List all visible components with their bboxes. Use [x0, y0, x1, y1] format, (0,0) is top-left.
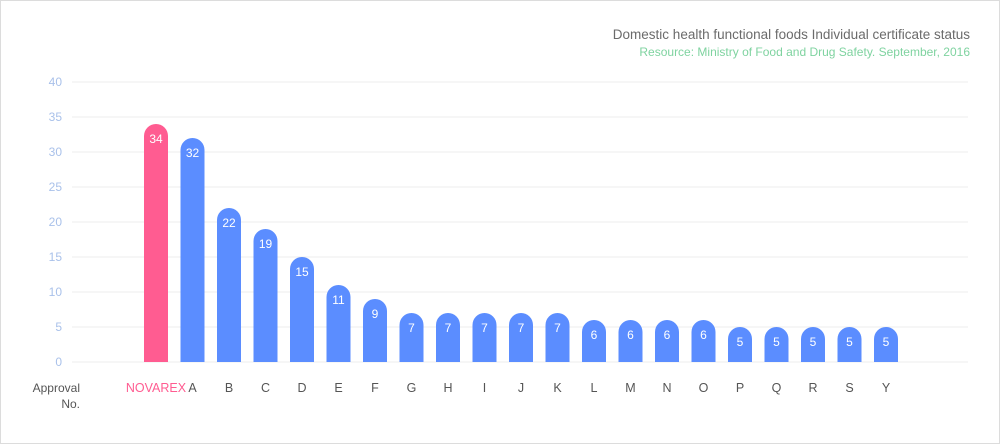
bar-q — [764, 327, 789, 362]
y-tick-label: 30 — [49, 145, 63, 159]
y-tick-label: 20 — [49, 215, 63, 229]
y-tick-label: 35 — [49, 110, 63, 124]
value-label: 6 — [700, 328, 707, 342]
value-label: 5 — [883, 335, 890, 349]
bar-a — [180, 138, 205, 362]
category-label: K — [553, 381, 562, 395]
bar-b — [217, 208, 241, 362]
y-axis-ticks: 0 5 10 15 20 25 30 35 40 — [49, 75, 63, 369]
value-label: 7 — [445, 321, 452, 335]
value-label: 6 — [627, 328, 634, 342]
bar-c — [253, 229, 278, 362]
y-tick-label: 40 — [49, 75, 63, 89]
value-label: 5 — [846, 335, 853, 349]
bar-i — [472, 313, 497, 362]
category-label: S — [845, 381, 853, 395]
value-labels: 34 32 22 19 15 11 9 7 7 7 7 7 6 6 6 6 5 5 5 5 5 — [149, 132, 889, 349]
y-tick-label: 0 — [55, 355, 62, 369]
category-label: F — [371, 381, 379, 395]
category-label: A — [188, 381, 197, 395]
value-label: 15 — [295, 265, 309, 279]
x-axis-ticks: NOVAREX A B C D E F G H I J K L M N O P Q R S Y — [126, 381, 891, 395]
bar-j — [509, 313, 533, 362]
y-tick-label: 10 — [49, 285, 63, 299]
value-label: 7 — [481, 321, 488, 335]
value-label: 11 — [332, 293, 345, 307]
value-label: 7 — [408, 321, 415, 335]
value-label: 7 — [554, 321, 561, 335]
category-label: L — [591, 381, 598, 395]
bar-h — [436, 313, 460, 362]
value-label: 5 — [737, 335, 744, 349]
value-label: 6 — [591, 328, 598, 342]
value-label: 32 — [186, 146, 200, 160]
x-axis-label: Approval No. — [32, 381, 80, 411]
value-label: 7 — [518, 321, 525, 335]
category-label: J — [518, 381, 524, 395]
bar-n — [655, 320, 679, 362]
category-label: NOVAREX — [126, 381, 187, 395]
category-label: M — [625, 381, 635, 395]
category-label: H — [443, 381, 452, 395]
chart-title: Domestic health functional foods Individ… — [612, 27, 970, 42]
value-label: 5 — [810, 335, 817, 349]
y-tick-label: 15 — [49, 250, 63, 264]
category-label: I — [483, 381, 486, 395]
bar-k — [545, 313, 570, 362]
category-label: N — [662, 381, 671, 395]
category-label: E — [334, 381, 342, 395]
value-label: 34 — [149, 132, 163, 146]
bar-novarex — [144, 124, 168, 362]
value-label: 6 — [664, 328, 671, 342]
category-label: G — [407, 381, 417, 395]
bar-g — [399, 313, 424, 362]
bars — [144, 124, 898, 362]
bar-f — [363, 299, 387, 362]
category-label: Q — [772, 381, 782, 395]
bar-y — [874, 327, 898, 362]
bar-r — [801, 327, 825, 362]
bar-o — [691, 320, 716, 362]
value-label: 5 — [773, 335, 780, 349]
bar-s — [837, 327, 862, 362]
category-label: P — [736, 381, 744, 395]
bar-m — [618, 320, 643, 362]
y-tick-label: 25 — [49, 180, 63, 194]
value-label: 19 — [259, 237, 273, 251]
category-label: Y — [882, 381, 891, 395]
bar-p — [728, 327, 752, 362]
bar-e — [326, 285, 351, 362]
category-label: C — [261, 381, 270, 395]
y-tick-label: 5 — [55, 320, 62, 334]
value-label: 9 — [372, 307, 379, 321]
bar-l — [582, 320, 606, 362]
chart-source: Resource: Ministry of Food and Drug Safe… — [639, 45, 970, 59]
category-label: O — [699, 381, 709, 395]
category-label: B — [225, 381, 233, 395]
category-label: D — [297, 381, 306, 395]
bar-d — [290, 257, 314, 362]
category-label: R — [808, 381, 817, 395]
value-label: 22 — [222, 216, 236, 230]
